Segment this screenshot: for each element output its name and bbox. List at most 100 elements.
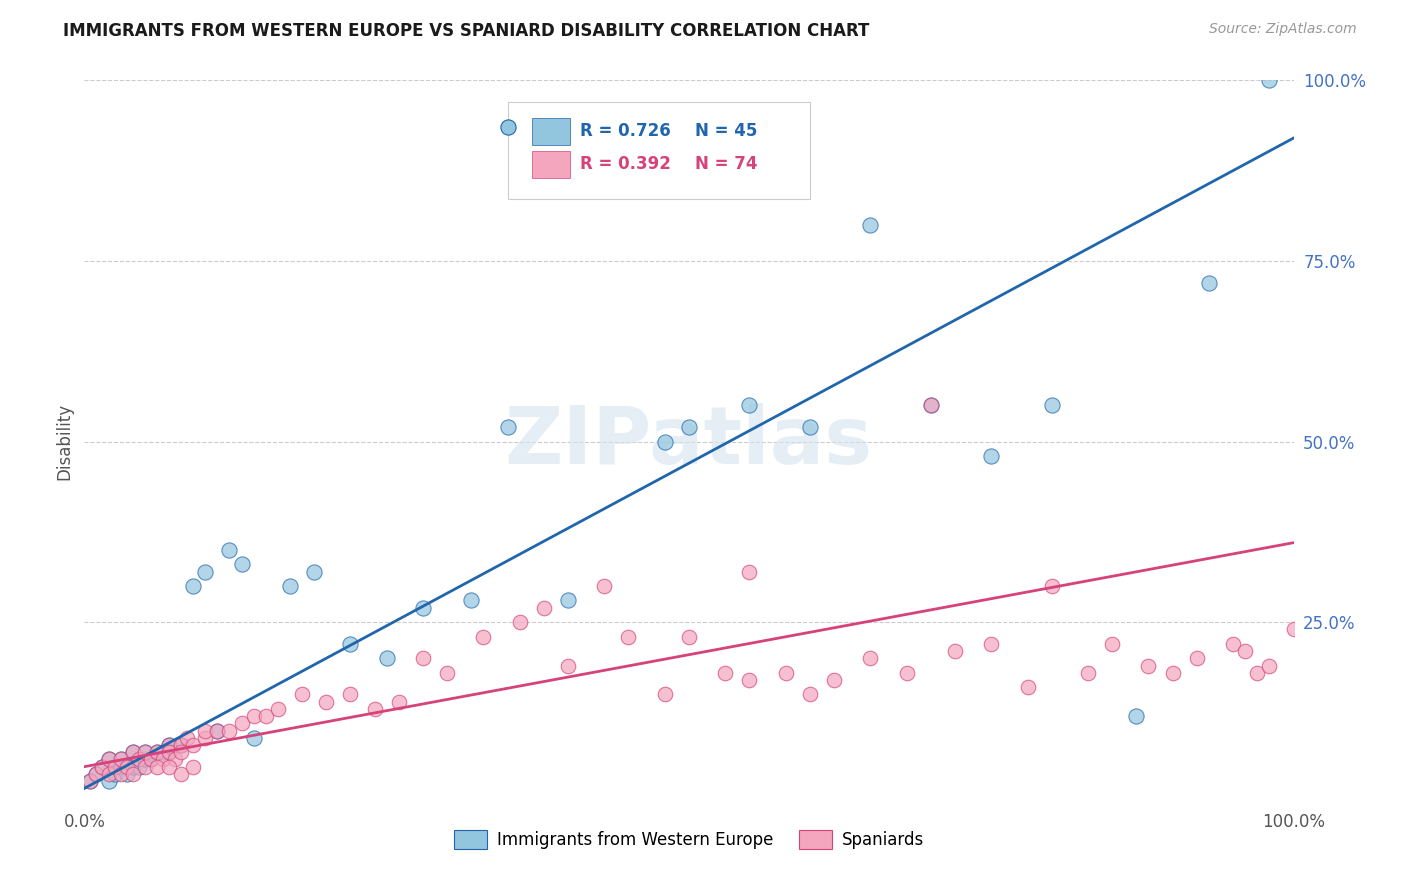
Text: ZIPatlas: ZIPatlas (505, 402, 873, 481)
Point (97, 752, 120, 766)
Point (617, 630, 640, 644)
Point (302, 565, 325, 579)
Text: R = 0.726: R = 0.726 (581, 122, 671, 140)
Point (823, 673, 845, 687)
Point (218, 542, 240, 557)
Point (339, 687, 361, 701)
Point (194, 723, 217, 738)
Point (1258, 658, 1281, 673)
Point (1101, 637, 1123, 651)
Text: Source: ZipAtlas.com: Source: ZipAtlas.com (1209, 22, 1357, 37)
Point (170, 745, 193, 759)
Point (291, 687, 314, 701)
Point (1246, 665, 1268, 680)
Legend: Immigrants from Western Europe, Spaniards: Immigrants from Western Europe, Spaniard… (447, 823, 931, 856)
Point (714, 665, 737, 680)
FancyBboxPatch shape (531, 151, 571, 178)
Point (91, 760, 114, 774)
Point (1125, 709, 1147, 723)
Point (86, 767, 108, 781)
Point (121, 745, 143, 759)
Point (267, 702, 290, 716)
Point (242, 709, 264, 723)
Point (181, 760, 204, 774)
Point (1185, 651, 1208, 665)
Point (157, 738, 180, 752)
Point (157, 738, 180, 752)
Point (139, 752, 162, 766)
Point (896, 665, 918, 680)
Point (1234, 644, 1257, 658)
Point (110, 752, 132, 766)
Point (134, 745, 156, 759)
Point (472, 630, 495, 644)
Point (207, 723, 229, 738)
Point (121, 745, 143, 759)
Text: IMMIGRANTS FROM WESTERN EUROPE VS SPANIARD DISABILITY CORRELATION CHART: IMMIGRANTS FROM WESTERN EUROPE VS SPANIA… (63, 22, 870, 40)
Point (1137, 658, 1160, 673)
Point (920, 398, 942, 412)
Point (775, 665, 797, 680)
Point (1258, 73, 1281, 87)
Point (231, 558, 253, 572)
Point (115, 767, 138, 781)
Point (509, 615, 531, 630)
Point (738, 673, 761, 687)
Point (139, 752, 162, 766)
Point (315, 695, 337, 709)
Point (79, 774, 101, 789)
Point (460, 593, 482, 607)
Point (339, 637, 361, 651)
Point (1040, 579, 1063, 593)
Point (97, 767, 120, 781)
Point (104, 767, 127, 781)
Point (278, 579, 301, 593)
Point (678, 420, 700, 434)
Point (181, 738, 204, 752)
Point (980, 637, 1002, 651)
FancyBboxPatch shape (508, 102, 810, 200)
Point (557, 593, 579, 607)
Point (738, 565, 761, 579)
Point (110, 752, 132, 766)
Point (121, 760, 143, 774)
Point (242, 731, 264, 745)
Point (134, 760, 156, 774)
Point (170, 767, 193, 781)
Point (436, 665, 458, 680)
Text: N = 45: N = 45 (695, 122, 758, 140)
Point (412, 600, 434, 615)
Point (799, 420, 821, 434)
Point (97, 774, 120, 789)
Point (363, 702, 385, 716)
Point (1077, 665, 1099, 680)
Point (152, 745, 174, 759)
Point (738, 398, 761, 412)
Point (375, 651, 398, 665)
Point (194, 731, 217, 745)
Point (110, 760, 132, 774)
Point (134, 752, 156, 766)
Point (557, 658, 579, 673)
Text: N = 74: N = 74 (695, 155, 758, 173)
Point (79, 774, 101, 789)
Point (128, 752, 150, 766)
FancyBboxPatch shape (531, 118, 571, 145)
Point (412, 651, 434, 665)
Point (165, 752, 187, 766)
Point (496, 120, 519, 135)
Point (181, 579, 204, 593)
Point (1017, 680, 1039, 694)
Point (121, 767, 143, 781)
Y-axis label: Disability: Disability (55, 403, 73, 480)
Point (194, 565, 217, 579)
Point (152, 752, 174, 766)
Point (157, 745, 180, 759)
Point (943, 644, 966, 658)
Point (104, 760, 127, 774)
Point (533, 600, 555, 615)
Point (91, 760, 114, 774)
Point (176, 731, 198, 745)
Point (1198, 276, 1220, 290)
Point (146, 745, 169, 759)
